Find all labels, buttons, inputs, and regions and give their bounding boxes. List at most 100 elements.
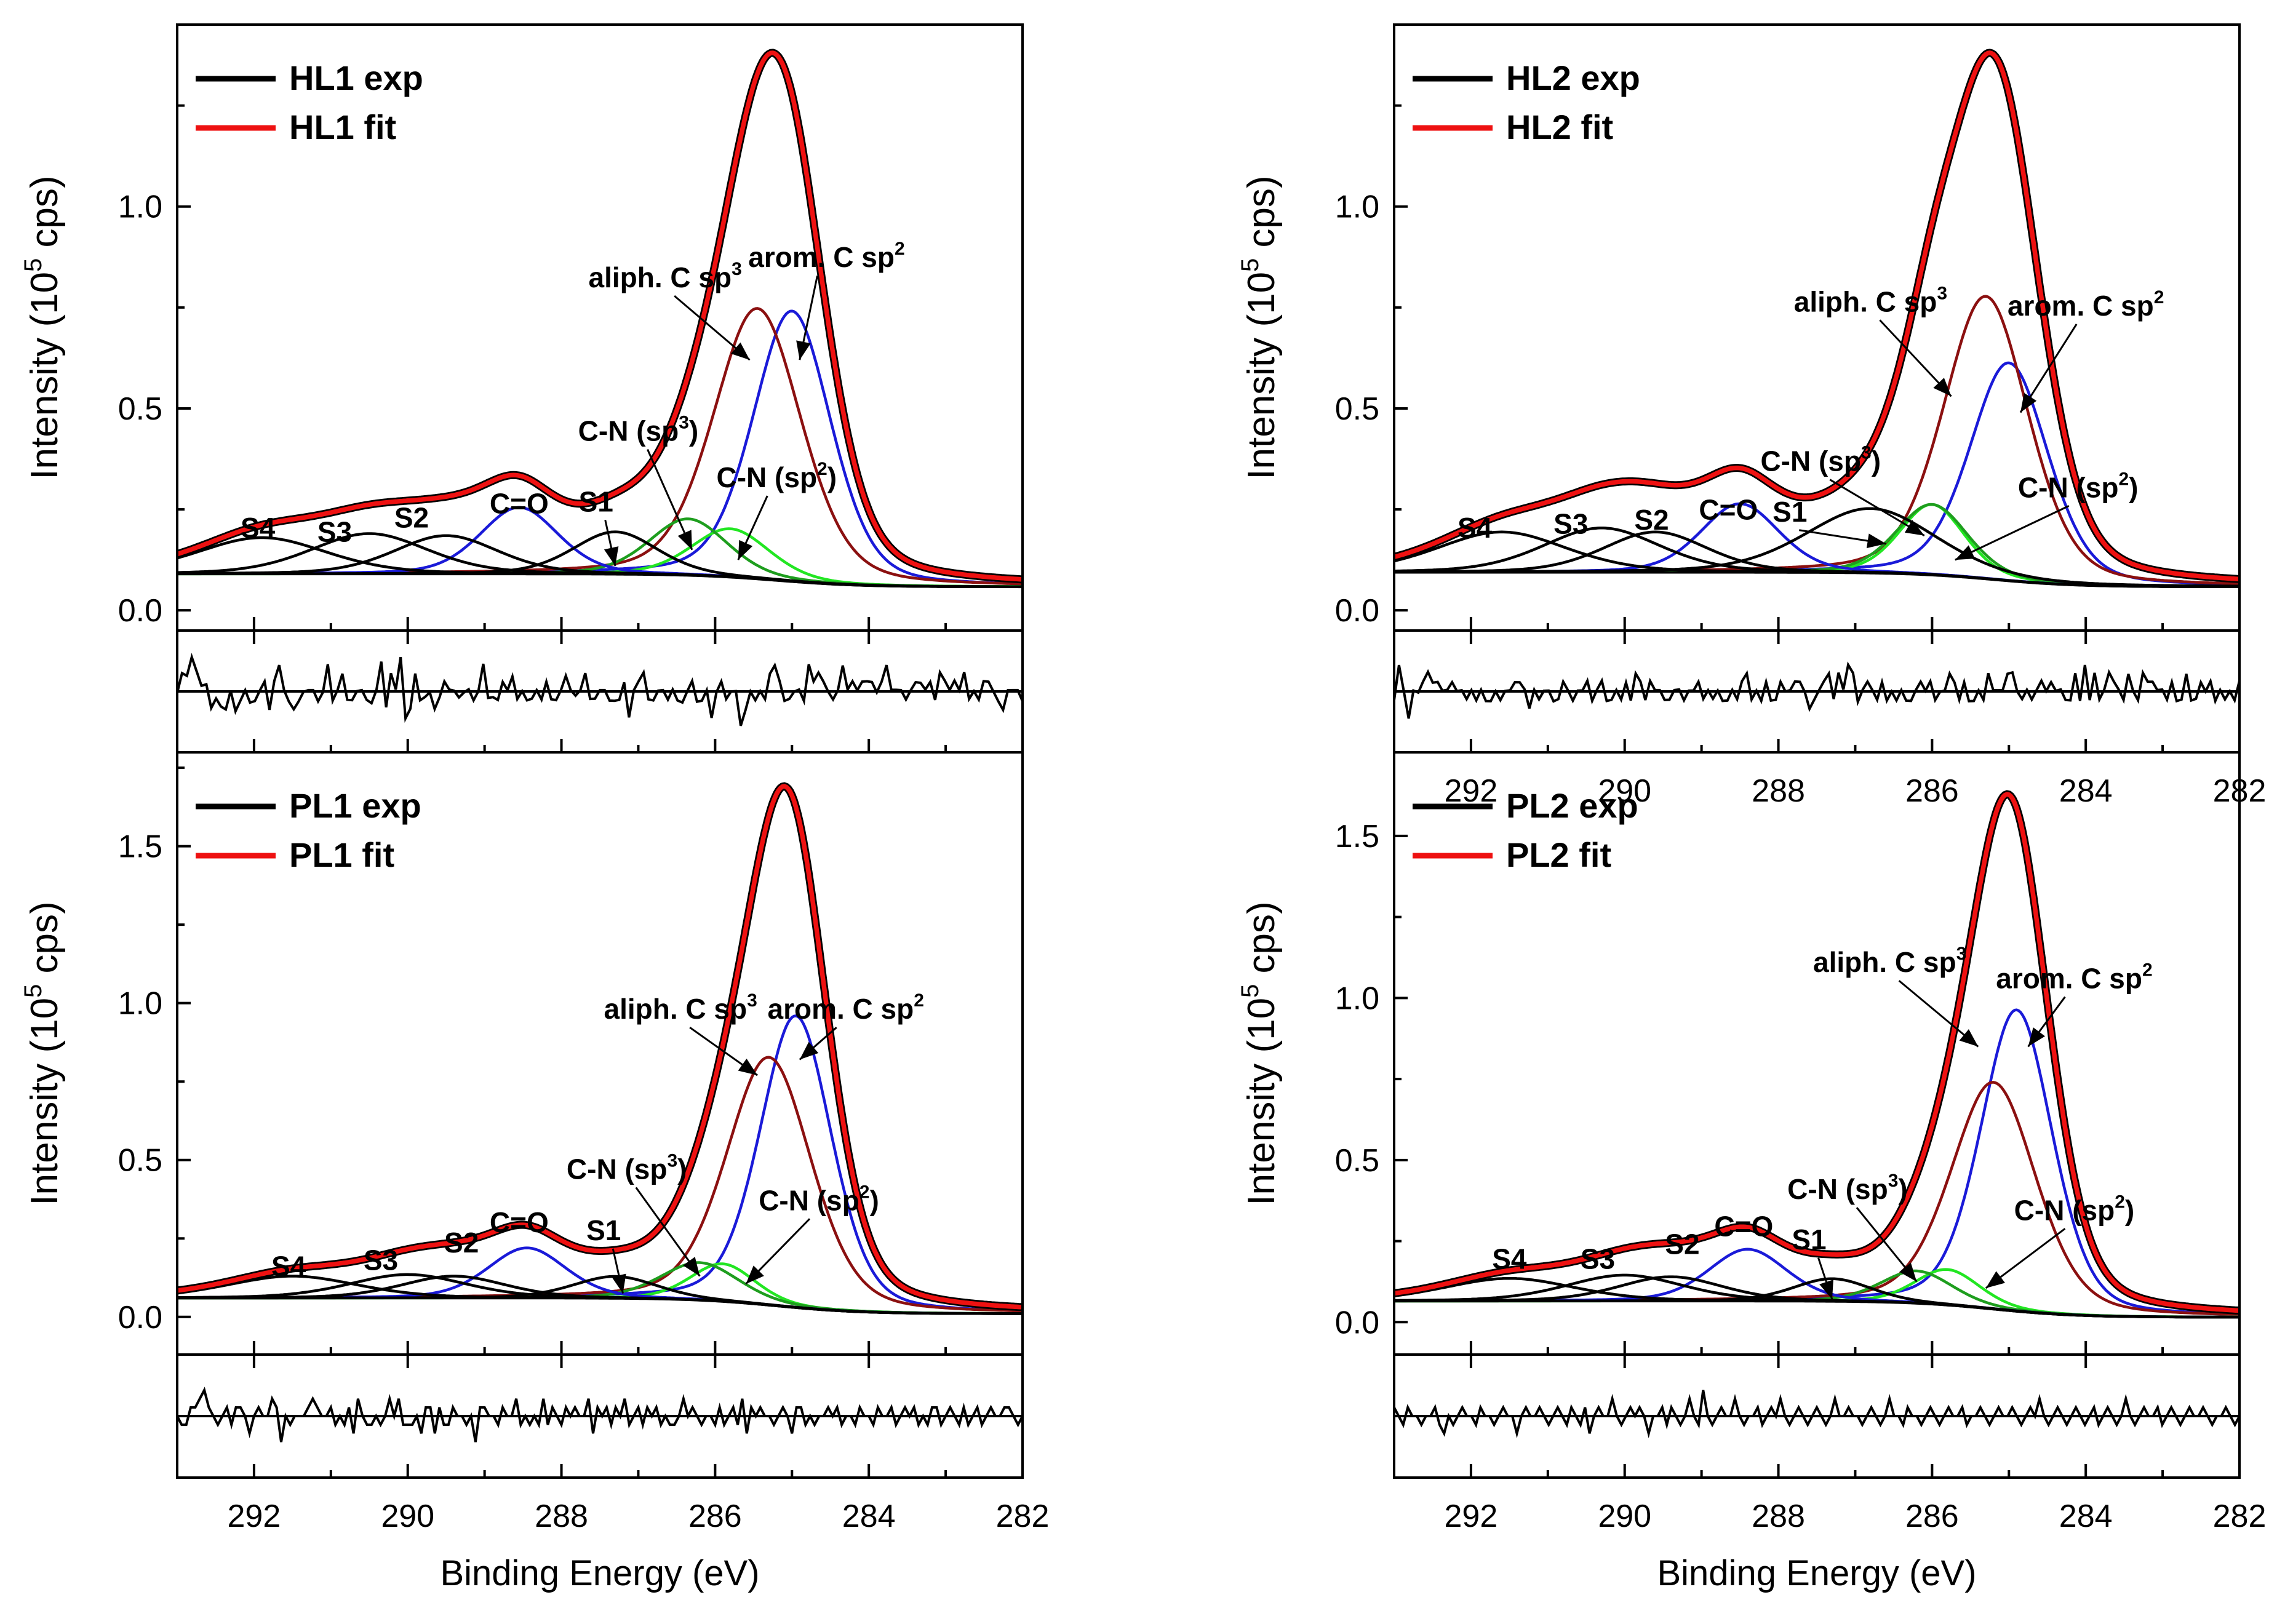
residual-frame <box>1393 1353 2241 1479</box>
x-tick-label: 284 <box>842 1499 896 1534</box>
annotation-text: C-N (sp <box>578 415 679 447</box>
annotation-cnsp3: C-N (sp3) <box>1760 443 1881 477</box>
annotation-arrow-head <box>1904 520 1924 536</box>
panel-PL1: 292 290 288 286 284 282 Binding Energy (eV) 0.0… <box>20 751 1049 1593</box>
annotation-arrow-head <box>2020 392 2037 413</box>
annotation-arom: arom. C sp2 <box>2008 287 2164 322</box>
annotation-text: S1 <box>1773 496 1807 528</box>
annotation-close: ) <box>677 1153 687 1185</box>
residual-line <box>1393 661 2241 719</box>
annotation-close: ) <box>827 461 837 493</box>
annotation-s1: S1 <box>1792 1224 1826 1256</box>
annotation-text: C-N (sp <box>717 461 818 493</box>
x-tick-label: 286 <box>688 1499 742 1534</box>
y-tick-label: 0.0 <box>118 593 162 629</box>
annotation-sup: 2 <box>2154 287 2164 308</box>
annotation-s4: S4 <box>241 512 276 544</box>
annotation-text: S1 <box>586 1214 621 1246</box>
x-tick-label: 292 <box>1445 773 1498 809</box>
annotation-aliph: aliph. C sp3 <box>1813 944 1966 978</box>
annotation-arrow-head <box>612 1273 626 1294</box>
residual-frame <box>176 1353 1024 1479</box>
annotation-arom: arom. C sp2 <box>767 990 923 1025</box>
annotation-arrow-head <box>677 530 692 550</box>
y-axis-label-group: Intensity (105 cps) <box>1237 175 1283 479</box>
annotation-text: C-N (sp <box>1787 1173 1888 1205</box>
annotation-sup: 3 <box>1956 944 1967 964</box>
annotation-close: ) <box>1898 1173 1907 1205</box>
annotation-arom: arom. C sp2 <box>1996 960 2152 995</box>
annotation-text: C=O <box>1699 493 1758 525</box>
legend-label-fit: HL1 fit <box>289 108 396 146</box>
annotation-text: S2 <box>444 1227 479 1259</box>
annotation-text: C-N (sp <box>2018 471 2119 503</box>
annotation-close: ) <box>2125 1194 2134 1226</box>
annotation-sup: 3 <box>667 1150 677 1171</box>
annotation-cnsp3: C-N (sp3) <box>567 1150 687 1185</box>
annotation-sup: 3 <box>747 990 757 1011</box>
y-axis-label-sup: 5 <box>20 984 47 998</box>
x-tick-label: 282 <box>2213 1499 2267 1534</box>
annotation-text: C=O <box>490 488 549 520</box>
y-axis-label-a: Intensity (10 <box>23 998 66 1206</box>
x-tick-label: 290 <box>1598 1499 1651 1534</box>
annotation-arrow-head <box>730 342 750 360</box>
series-fit <box>1394 792 2239 1313</box>
annotation-sup: 2 <box>2142 960 2153 981</box>
annotation-cnsp2: C-N (sp2) <box>2018 469 2139 503</box>
x-tick-label: 284 <box>2059 773 2113 809</box>
annotation-close: ) <box>2129 471 2138 503</box>
residual-line <box>1393 1390 2241 1439</box>
annotation-arrow-head <box>746 1265 764 1284</box>
plot-area-HL1 <box>177 49 1023 589</box>
annotation-s2: S2 <box>1634 504 1669 536</box>
annotation-text: S2 <box>394 502 429 534</box>
annotation-text: C-N (sp <box>759 1184 859 1216</box>
y-tick-label: 0.5 <box>118 1143 162 1179</box>
annotation-text: S3 <box>1553 507 1588 539</box>
y-tick-label: 1.0 <box>118 189 162 225</box>
y-axis-label-sup: 5 <box>20 258 47 272</box>
y-axis-label: Intensity (105 cps) <box>1237 901 1283 1205</box>
annotation-arrow-head <box>1866 533 1886 549</box>
panel-PL2: 292 290 288 286 284 282 Binding Energy (eV) 0.0… <box>1237 751 2267 1593</box>
annotation-arrow-head <box>1899 1262 1917 1282</box>
y-tick-label: 0.5 <box>1335 391 1379 427</box>
annotation-arrow-head <box>604 546 619 566</box>
annotation-s3: S3 <box>317 516 352 548</box>
y-axis-label-a: Intensity (10 <box>1240 998 1283 1206</box>
annotation-s1: S1 <box>1773 496 1807 528</box>
series-fit <box>177 784 1023 1310</box>
annotation-sup: 3 <box>1937 283 1947 303</box>
annotation-text: S2 <box>1634 504 1669 536</box>
annotation-aliph: aliph. C sp3 <box>589 259 742 293</box>
y-tick-label: 0.0 <box>118 1300 162 1335</box>
y-tick-label: 0.5 <box>118 391 162 427</box>
annotation-text: S1 <box>579 485 613 517</box>
annotation-text: S4 <box>1458 512 1493 544</box>
annotation-text: S2 <box>1665 1228 1699 1260</box>
annotation-close: ) <box>869 1184 879 1216</box>
annotation-s3: S3 <box>1553 507 1588 539</box>
y-axis-label-b: cps) <box>23 901 66 984</box>
annotation-sup: 2 <box>2118 469 2129 489</box>
annotation-sup: 2 <box>2115 1192 2125 1212</box>
y-tick-label: 1.0 <box>118 986 162 1022</box>
x-tick-label: 288 <box>1752 1499 1805 1534</box>
annotation-text: C-N (sp <box>2014 1194 2115 1226</box>
annotation-s1: S1 <box>586 1214 621 1246</box>
annotation-cnsp3: C-N (sp3) <box>1787 1171 1908 1205</box>
annotation-text: aliph. C sp <box>589 261 732 293</box>
y-tick-label: 1.5 <box>1335 819 1379 854</box>
background-line <box>177 573 1023 588</box>
annotation-s4: S4 <box>1458 512 1493 544</box>
annotation-text: C-N (sp <box>567 1153 668 1185</box>
y-axis-label-b: cps) <box>1240 175 1283 258</box>
annotation-text: aliph. C sp <box>1794 285 1937 317</box>
annotation-arrow-head <box>738 539 753 560</box>
annotation-text: aliph. C sp <box>604 993 748 1025</box>
y-tick-label: 0.0 <box>1335 593 1379 629</box>
annotation-s1: S1 <box>579 485 613 517</box>
x-axis-label: Binding Energy (eV) <box>440 1553 759 1593</box>
